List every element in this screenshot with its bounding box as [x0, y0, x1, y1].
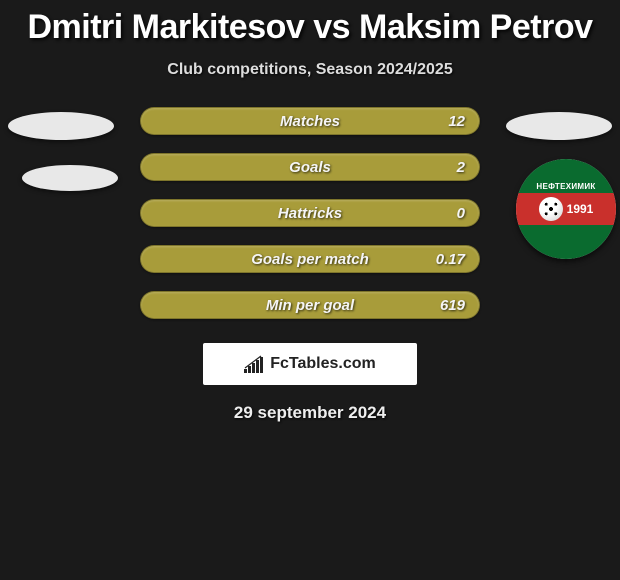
stat-value: 0.17 — [436, 251, 465, 268]
badge-text: НЕФТЕХИМИК — [536, 182, 595, 193]
stat-label: Min per goal — [266, 297, 354, 314]
stat-value: 619 — [440, 297, 465, 314]
stat-row-hattricks: Hattricks 0 — [140, 199, 480, 227]
stat-label: Goals — [289, 159, 331, 176]
stat-bars: Matches 12 Goals 2 Hattricks 0 Goals per… — [140, 107, 480, 319]
player-right-club-badge: НЕФТЕХИМИК 1991 — [516, 159, 616, 259]
soccer-ball-icon — [539, 197, 563, 221]
player-right-photo-placeholder — [506, 112, 612, 140]
page-title: Dmitri Markitesov vs Maksim Petrov — [0, 0, 620, 47]
stat-row-goals-per-match: Goals per match 0.17 — [140, 245, 480, 273]
subtitle: Club competitions, Season 2024/2025 — [0, 61, 620, 79]
brand-text: FcTables.com — [270, 355, 376, 373]
stat-label: Hattricks — [278, 205, 342, 222]
comparison-chart: НЕФТЕХИМИК 1991 Matches 12 Goals 2 Hattr… — [0, 107, 620, 423]
stat-value: 2 — [457, 159, 465, 176]
stat-label: Matches — [280, 113, 340, 130]
stat-label: Goals per match — [251, 251, 369, 268]
stat-value: 0 — [457, 205, 465, 222]
bar-chart-icon — [244, 355, 266, 373]
brand-box: FcTables.com — [203, 343, 417, 385]
stat-row-matches: Matches 12 — [140, 107, 480, 135]
stat-value: 12 — [448, 113, 465, 130]
player-left-photo-placeholder — [8, 112, 114, 140]
badge-year: 1991 — [567, 202, 594, 216]
date-text: 29 september 2024 — [0, 403, 620, 423]
player-left-club-placeholder — [22, 165, 118, 191]
stat-row-goals: Goals 2 — [140, 153, 480, 181]
stat-row-min-per-goal: Min per goal 619 — [140, 291, 480, 319]
